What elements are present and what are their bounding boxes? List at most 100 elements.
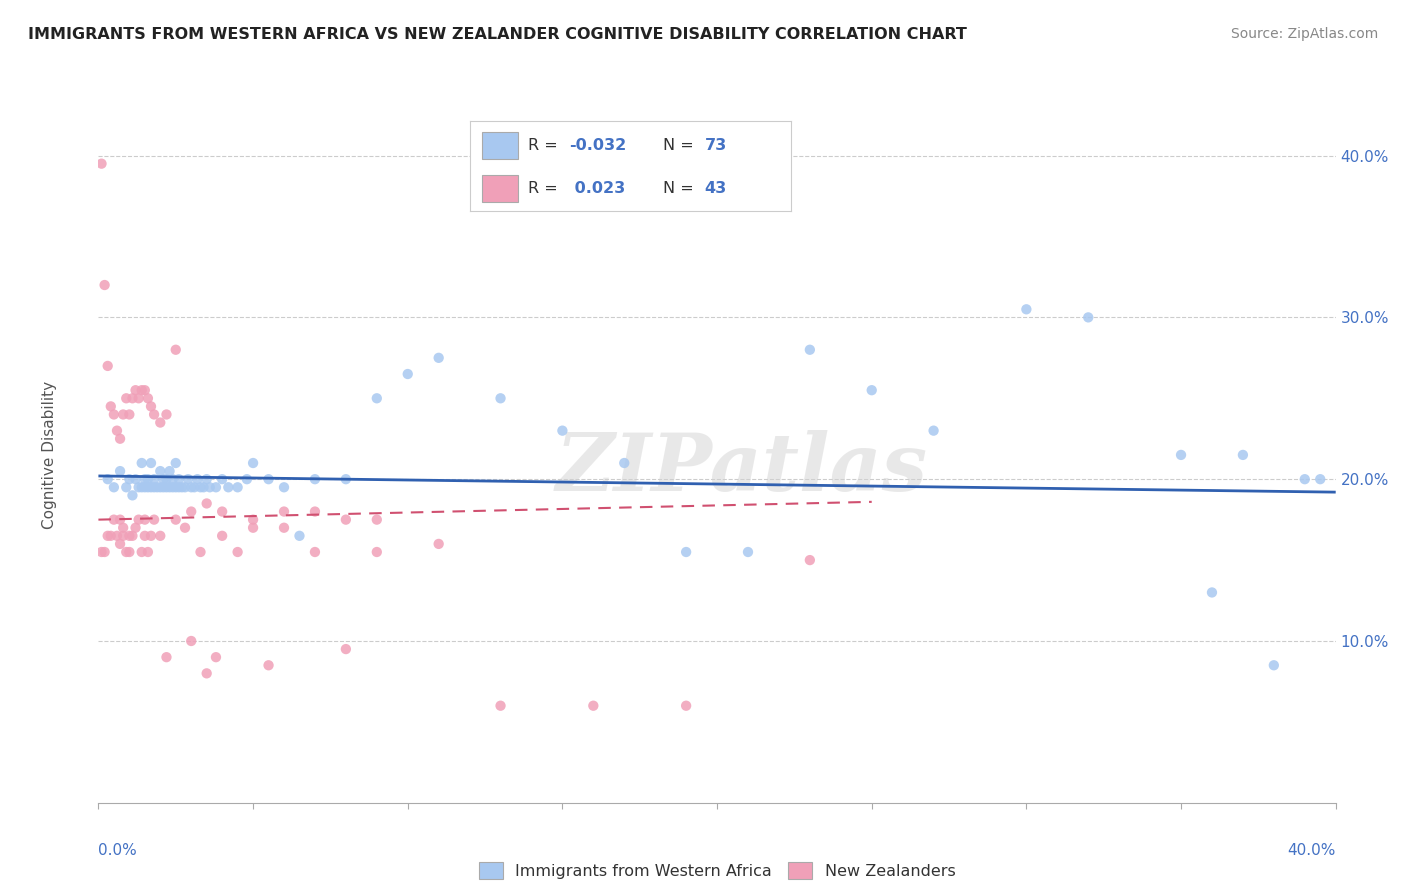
Text: 0.0%: 0.0% bbox=[98, 843, 138, 858]
Point bbox=[242, 456, 264, 470]
Point bbox=[236, 472, 259, 486]
Point bbox=[131, 480, 153, 494]
Point bbox=[304, 504, 326, 518]
Point bbox=[152, 480, 174, 494]
Point bbox=[190, 545, 212, 559]
Point bbox=[103, 480, 125, 494]
Point bbox=[335, 513, 357, 527]
Legend: Immigrants from Western Africa, New Zealanders: Immigrants from Western Africa, New Zeal… bbox=[472, 856, 962, 885]
Point bbox=[124, 521, 146, 535]
Point bbox=[155, 480, 177, 494]
Point bbox=[100, 400, 122, 414]
Point bbox=[90, 545, 112, 559]
Point bbox=[118, 472, 141, 486]
Point bbox=[159, 464, 181, 478]
Point bbox=[118, 529, 141, 543]
Point bbox=[190, 480, 212, 494]
Point bbox=[128, 392, 150, 406]
Point bbox=[273, 521, 295, 535]
Point bbox=[149, 464, 172, 478]
Point bbox=[613, 456, 636, 470]
Point bbox=[105, 424, 128, 438]
Point bbox=[1263, 658, 1285, 673]
Point bbox=[124, 383, 146, 397]
Point bbox=[226, 480, 249, 494]
Point bbox=[180, 634, 202, 648]
Point bbox=[273, 504, 295, 518]
Point bbox=[105, 529, 128, 543]
Point bbox=[165, 456, 187, 470]
Point bbox=[551, 424, 574, 438]
Point bbox=[162, 472, 184, 486]
Point bbox=[675, 545, 697, 559]
Point bbox=[112, 529, 135, 543]
Point bbox=[675, 698, 697, 713]
Point bbox=[128, 513, 150, 527]
Point bbox=[139, 456, 162, 470]
Point bbox=[115, 480, 138, 494]
Point bbox=[427, 537, 450, 551]
Point bbox=[149, 416, 172, 430]
Point bbox=[217, 480, 239, 494]
Point bbox=[134, 529, 156, 543]
Point bbox=[1077, 310, 1099, 325]
Point bbox=[799, 553, 821, 567]
Point bbox=[1201, 585, 1223, 599]
Point bbox=[155, 408, 177, 422]
Point bbox=[112, 408, 135, 422]
Point bbox=[108, 464, 131, 478]
Point bbox=[136, 480, 159, 494]
Point bbox=[136, 392, 159, 406]
Point bbox=[90, 156, 112, 170]
Point bbox=[257, 658, 280, 673]
Point bbox=[242, 513, 264, 527]
Point bbox=[489, 698, 512, 713]
Point bbox=[186, 472, 208, 486]
Point bbox=[121, 488, 143, 502]
Point bbox=[304, 472, 326, 486]
Point bbox=[112, 521, 135, 535]
Point bbox=[103, 408, 125, 422]
Point bbox=[193, 480, 215, 494]
Point bbox=[195, 666, 218, 681]
Point bbox=[108, 432, 131, 446]
Point bbox=[198, 480, 221, 494]
Point bbox=[146, 480, 169, 494]
Point bbox=[97, 529, 120, 543]
Point bbox=[143, 408, 166, 422]
Point bbox=[131, 383, 153, 397]
Point bbox=[1232, 448, 1254, 462]
Point bbox=[211, 472, 233, 486]
Point bbox=[93, 278, 115, 293]
Point bbox=[226, 545, 249, 559]
Point bbox=[143, 513, 166, 527]
Point bbox=[211, 504, 233, 518]
Point bbox=[131, 456, 153, 470]
Point bbox=[115, 545, 138, 559]
Point bbox=[155, 650, 177, 665]
Point bbox=[108, 513, 131, 527]
Point bbox=[174, 521, 197, 535]
Point bbox=[366, 392, 388, 406]
Point bbox=[100, 529, 122, 543]
Point bbox=[165, 480, 187, 494]
Point bbox=[128, 480, 150, 494]
Point bbox=[159, 480, 181, 494]
Point bbox=[139, 400, 162, 414]
Point bbox=[195, 472, 218, 486]
Text: ZIPatlas: ZIPatlas bbox=[555, 430, 928, 508]
Point bbox=[143, 472, 166, 486]
Point bbox=[139, 529, 162, 543]
Point bbox=[242, 521, 264, 535]
Y-axis label: Cognitive Disability: Cognitive Disability bbox=[42, 381, 56, 529]
Point bbox=[737, 545, 759, 559]
Point bbox=[427, 351, 450, 365]
Point bbox=[195, 496, 218, 510]
Point bbox=[1170, 448, 1192, 462]
Point bbox=[167, 472, 190, 486]
Point bbox=[143, 480, 166, 494]
Point bbox=[174, 480, 197, 494]
Point bbox=[860, 383, 883, 397]
Point bbox=[304, 545, 326, 559]
Point bbox=[121, 392, 143, 406]
